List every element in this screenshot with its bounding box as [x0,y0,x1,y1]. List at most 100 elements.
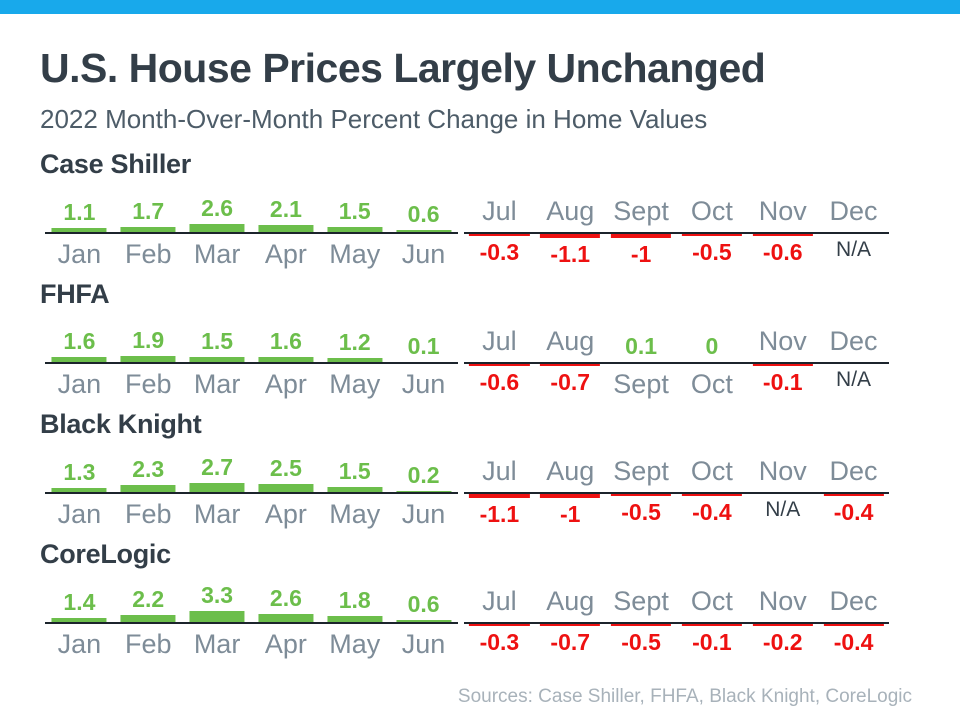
sources-note: Sources: Case Shiller, FHFA, Black Knigh… [457,686,912,707]
month-label: Jul [482,326,517,356]
month-label: May [329,629,381,659]
month-column-sept: Sept -0.5 [606,582,677,668]
month-column-may: 1.8 May [320,582,389,668]
bar-feb [120,356,176,362]
value-label: 1.4 [63,589,96,615]
bar-jun [396,230,452,232]
bar-nov [752,364,813,366]
month-label: Jun [401,629,446,659]
page-title: U.S. House Prices Largely Unchanged [40,45,766,91]
month-label: Mar [193,239,241,269]
month-column-jan: 1.1 Jan [45,192,114,278]
value-label: 0 [705,333,719,359]
value-label: -0.6 [762,239,803,265]
month-label: May [329,499,381,529]
chart-strip: 1.1 Jan 1.7 Feb 2.6 Mar 2.1 Apr 1.5 May 0.6 Jun Jul -… [0,192,960,278]
bar-jun [396,620,452,622]
bar-mar [189,483,245,492]
month-column-feb: 2.3 Feb [114,452,183,538]
month-column-jul: Jul -0.3 [464,192,535,278]
month-label: Mar [193,369,241,399]
month-label: Dec [829,586,878,616]
chart-jan-jun: 1.4 Jan 2.2 Feb 3.3 Mar 2.6 Apr 1.8 May 0.6 Jun [45,582,458,668]
section-fhfa: FHFA 1.6 Jan 1.9 Feb 1.5 Mar 1.6 Apr 1.2 May 0.1 Jun… [0,278,960,408]
bar-apr [258,357,314,362]
bar-mar [189,357,245,362]
bar-feb [120,485,176,492]
bar-jan [51,357,107,362]
value-label: 2.5 [269,455,302,481]
bar-oct [681,494,742,496]
na-label: N/A [765,498,801,521]
month-column-oct: Oct -0.5 [676,192,747,278]
month-label: Mar [193,629,241,659]
value-label: 1.2 [338,329,371,355]
month-label: Apr [264,369,307,399]
value-label: 1.5 [338,458,371,484]
axis-line [464,232,889,234]
value-label: 2.1 [269,196,302,222]
value-label: 1.7 [132,198,165,224]
bar-aug [540,494,601,498]
section-heading: Case Shiller [40,149,191,179]
month-label: Apr [264,499,307,529]
value-label: -0.7 [550,629,591,655]
bar-mar [189,224,245,232]
month-label: Sept [613,586,669,616]
value-label: -0.1 [692,629,732,655]
chart-sections: Case Shiller 1.1 Jan 1.7 Feb 2.6 Mar 2.1 Apr 1.5 M… [0,148,960,668]
value-label: 0.6 [407,591,440,617]
bar-jan [51,488,107,492]
value-label: -0.3 [479,239,520,265]
value-label: 3.3 [201,582,234,608]
month-label: Feb [124,369,172,399]
axis-line [45,362,458,364]
bar-jun [396,491,452,492]
month-label: Jun [401,499,446,529]
axis-line [464,622,889,624]
bar-apr [258,225,314,232]
month-column-mar: 2.7 Mar [183,452,252,538]
bar-feb [120,615,176,622]
axis-line [45,232,458,234]
month-column-jan: 1.3 Jan [45,452,114,538]
month-column-nov: Nov -0.2 [747,582,818,668]
month-column-aug: Aug -1 [535,452,606,538]
value-label: -1 [630,241,652,267]
section-heading: FHFA [40,279,110,309]
month-label: Jun [401,369,446,399]
value-label: -0.6 [479,369,520,395]
month-column-mar: 1.5 Mar [183,322,252,408]
bar-aug [540,364,601,366]
month-label: Apr [264,629,307,659]
bar-dec [823,624,884,626]
value-label: -0.5 [692,239,732,265]
axis-line [464,492,889,494]
month-label: Dec [829,456,878,486]
month-column-apr: 1.6 Apr [251,322,320,408]
month-column-may: 1.2 May [320,322,389,408]
bar-oct [681,624,742,626]
month-column-jul: Jul -0.3 [464,582,535,668]
month-label: Nov [758,456,807,486]
bar-may [327,358,383,362]
value-label: -0.5 [621,499,661,525]
month-column-jun: 0.2 Jun [389,452,458,538]
month-column-feb: 2.2 Feb [114,582,183,668]
month-column-aug: Aug -1.1 [535,192,606,278]
month-column-nov: Nov N/A [747,452,818,538]
month-column-jan: 1.4 Jan [45,582,114,668]
value-label: 2.2 [132,586,165,612]
month-column-mar: 3.3 Mar [183,582,252,668]
chart-strip: 1.6 Jan 1.9 Feb 1.5 Mar 1.6 Apr 1.2 May 0.1 Jun Jul -… [0,322,960,408]
na-label: N/A [836,238,872,261]
value-label: 0.2 [407,462,440,488]
bar-mar [189,611,245,622]
month-column-apr: 2.6 Apr [251,582,320,668]
chart-strip: 1.3 Jan 2.3 Feb 2.7 Mar 2.5 Apr 1.5 May 0.2 Jun Jul -… [0,452,960,538]
month-column-jul: Jul -1.1 [464,452,535,538]
chart-jul-dec: Jul -0.3 Aug -1.1 Sept -1 Oct -0.5 Nov -0.6 Dec N/A [464,192,889,278]
month-column-feb: 1.7 Feb [114,192,183,278]
month-column-oct: Oct -0.4 [676,452,747,538]
